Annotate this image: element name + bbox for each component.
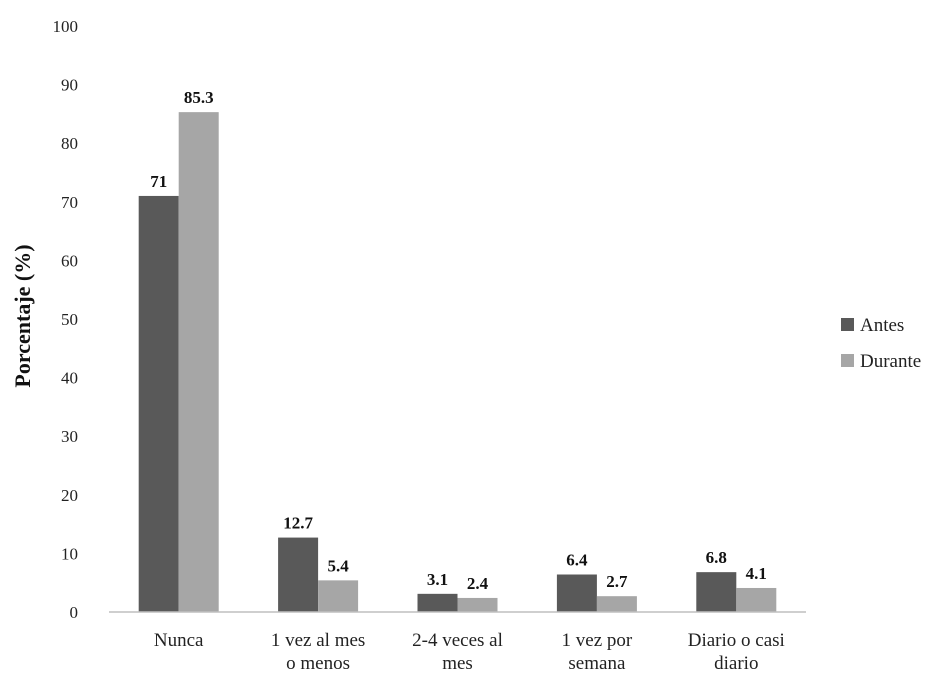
- x-category-label-line: o menos: [286, 653, 350, 674]
- legend-label-antes: Antes: [860, 315, 904, 336]
- data-label: 6.8: [706, 548, 727, 567]
- data-label: 2.7: [606, 572, 628, 591]
- bar-antes: [138, 195, 179, 612]
- legend-label-durante: Durante: [860, 351, 921, 372]
- bar-antes: [556, 574, 597, 612]
- x-category-label-line: diario: [714, 653, 758, 674]
- y-tick-label: 40: [61, 369, 78, 388]
- legend: Antes Durante: [841, 315, 921, 372]
- bar-durante: [596, 596, 637, 612]
- x-category-label: Diario o casi diario: [688, 630, 785, 674]
- bar-antes: [278, 537, 319, 612]
- x-axis: Nunca 1 vez al mes o menos 2-4 veces al mes 1…: [154, 630, 785, 674]
- y-tick-label: 10: [61, 544, 78, 563]
- x-category-label-line: Nunca: [154, 630, 204, 651]
- bars-group: [138, 112, 777, 612]
- x-category-label-line: Diario o casi: [688, 630, 785, 651]
- data-label: 3.1: [427, 570, 448, 589]
- y-tick-label: 80: [61, 134, 78, 153]
- x-category-label: Nunca: [154, 630, 204, 651]
- x-category-label-line: 1 vez por: [562, 630, 633, 651]
- y-tick-label: 20: [61, 486, 78, 505]
- bar-durante: [318, 580, 359, 612]
- x-category-label-line: semana: [568, 653, 626, 674]
- data-label: 2.4: [467, 574, 489, 593]
- bar-durante: [457, 597, 498, 612]
- y-tick-label: 90: [61, 76, 78, 95]
- legend-swatch-antes: [841, 318, 854, 331]
- bar-durante: [178, 112, 219, 612]
- y-axis: 0 10 20 30 40 50 60 70 80 90 100: [53, 17, 79, 622]
- data-label: 71: [150, 172, 167, 191]
- y-tick-label: 0: [70, 603, 79, 622]
- bar-antes: [696, 572, 737, 612]
- data-label: 12.7: [283, 514, 313, 533]
- y-tick-label: 50: [61, 310, 78, 329]
- y-tick-label: 30: [61, 427, 78, 446]
- legend-swatch-durante: [841, 354, 854, 367]
- x-category-label: 1 vez por semana: [562, 630, 633, 674]
- bar-durante: [736, 587, 777, 612]
- data-label: 6.4: [566, 550, 588, 569]
- y-tick-label: 70: [61, 193, 78, 212]
- y-tick-label: 60: [61, 251, 78, 270]
- x-category-label-line: 1 vez al mes: [271, 630, 365, 651]
- x-category-label-line: mes: [442, 653, 473, 674]
- x-category-label: 1 vez al mes o menos: [271, 630, 365, 674]
- x-category-label: 2-4 veces al mes: [412, 630, 503, 674]
- bar-antes: [417, 593, 458, 612]
- data-label: 85.3: [184, 88, 214, 107]
- data-label: 4.1: [746, 564, 767, 583]
- y-axis-title: Porcentaje (%): [10, 244, 35, 387]
- data-label: 5.4: [327, 556, 349, 575]
- x-category-label-line: 2-4 veces al: [412, 630, 503, 651]
- y-tick-label: 100: [53, 17, 79, 36]
- data-labels-group: 71 85.3 12.7 5.4 3.1 2.4 6.4 2.7 6.8 4.1: [150, 88, 767, 593]
